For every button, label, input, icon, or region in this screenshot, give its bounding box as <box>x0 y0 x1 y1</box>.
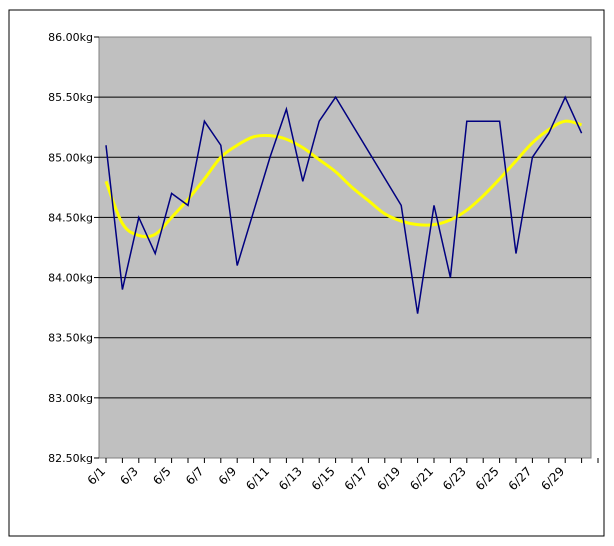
plot-area <box>98 36 592 459</box>
y-tick-label: 83.50kg <box>48 332 93 345</box>
y-tick-label: 84.00kg <box>48 272 93 285</box>
y-tick-label: 83.00kg <box>48 392 93 405</box>
y-tick-label: 84.50kg <box>48 211 93 224</box>
y-axis-ticks: 82.50kg 83.00kg 83.50kg 84.00kg 84.50kg 85.00… <box>48 31 99 465</box>
y-tick-label: 85.50kg <box>48 91 93 104</box>
y-tick-label: 82.50kg <box>48 452 93 465</box>
y-tick-label: 85.00kg <box>48 151 93 164</box>
trend-line <box>104 119 583 239</box>
weight-line <box>105 95 583 314</box>
gridlines <box>99 96 591 399</box>
y-tick-label: 86.00kg <box>48 31 93 44</box>
series-group <box>104 95 583 314</box>
